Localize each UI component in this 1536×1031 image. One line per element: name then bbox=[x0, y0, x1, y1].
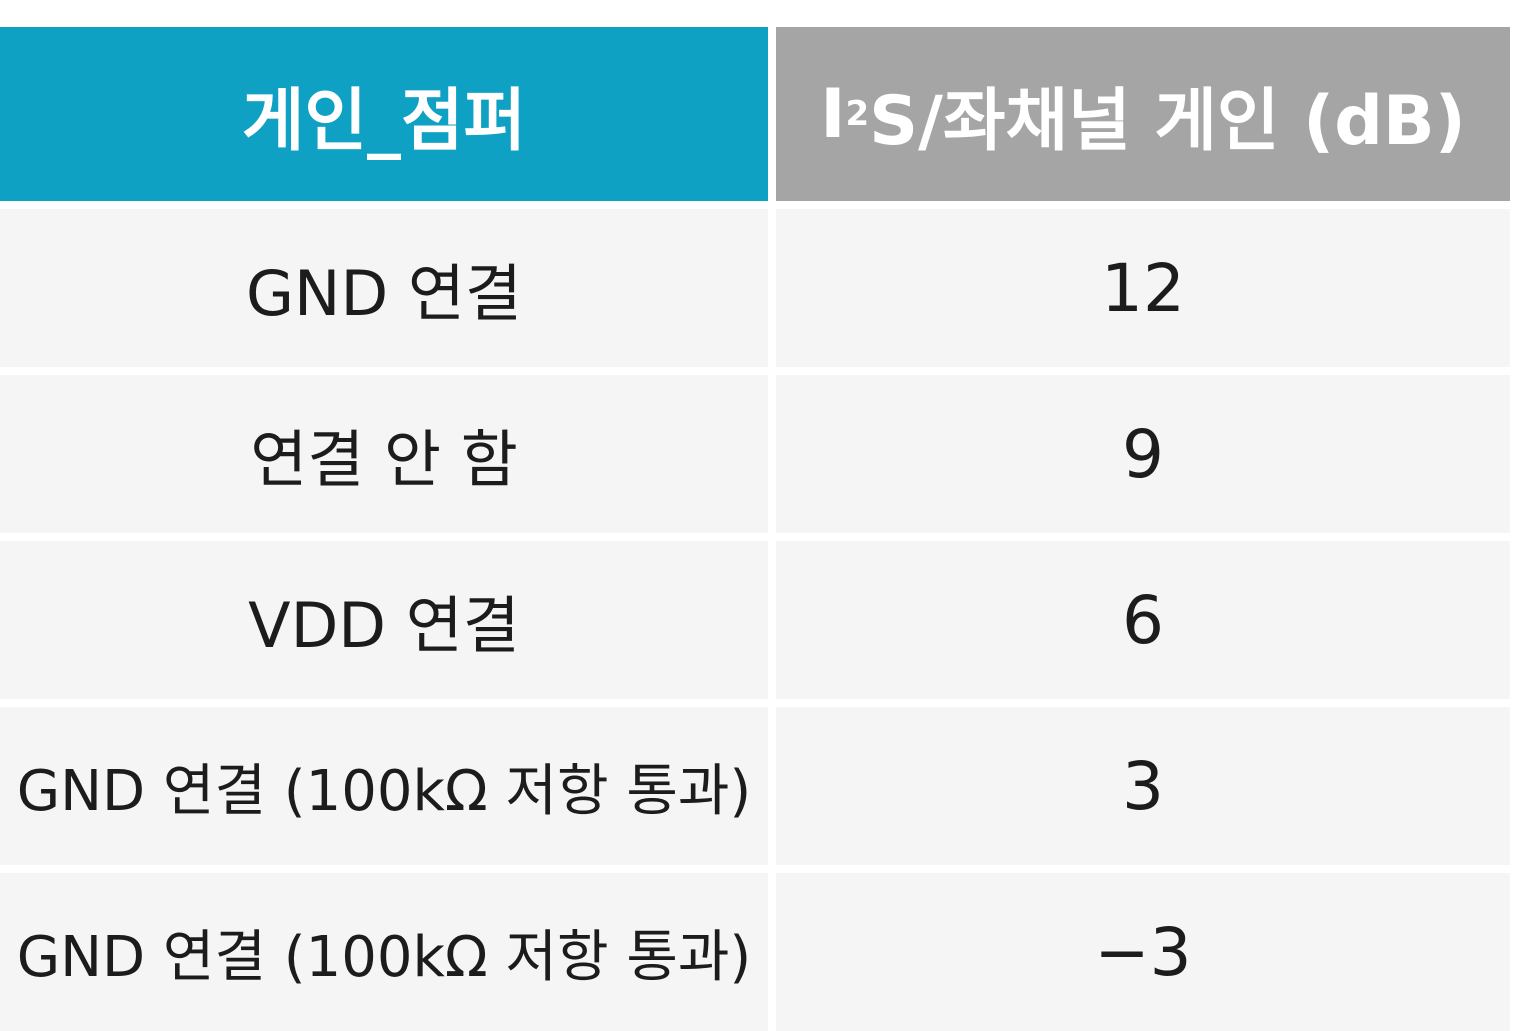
gain-value-cell: 6 bbox=[776, 541, 1510, 699]
jumper-setting-cell: GND 연결 (100kΩ 저항 통과) bbox=[0, 873, 768, 1031]
table-header-row: 게인_점퍼 I 2 S/좌채널 게인 (dB) bbox=[0, 27, 1512, 201]
header-i2s-prefix: I bbox=[820, 74, 846, 154]
table-row: GND 연결 (100kΩ 저항 통과) −3 bbox=[0, 873, 1512, 1031]
table-row: GND 연결 12 bbox=[0, 209, 1512, 367]
gain-value-cell: 12 bbox=[776, 209, 1510, 367]
table-row: GND 연결 (100kΩ 저항 통과) 3 bbox=[0, 707, 1512, 865]
gain-jumper-table: 게인_점퍼 I 2 S/좌채널 게인 (dB) GND 연결 12 연결 안 함 9… bbox=[0, 27, 1512, 1031]
gain-value-cell: −3 bbox=[776, 873, 1510, 1031]
jumper-setting-cell: GND 연결 bbox=[0, 209, 768, 367]
header-gain-jumper: 게인_점퍼 bbox=[0, 27, 768, 201]
header-gain-label: S/좌채널 게인 (dB) bbox=[869, 81, 1466, 161]
gain-value-cell: 3 bbox=[776, 707, 1510, 865]
jumper-setting-cell: 연결 안 함 bbox=[0, 375, 768, 533]
jumper-setting-cell: VDD 연결 bbox=[0, 541, 768, 699]
jumper-setting-cell: GND 연결 (100kΩ 저항 통과) bbox=[0, 707, 768, 865]
table-row: VDD 연결 6 bbox=[0, 541, 1512, 699]
gain-value-cell: 9 bbox=[776, 375, 1510, 533]
table-row: 연결 안 함 9 bbox=[0, 375, 1512, 533]
header-left-channel-gain: I 2 S/좌채널 게인 (dB) bbox=[776, 27, 1510, 201]
